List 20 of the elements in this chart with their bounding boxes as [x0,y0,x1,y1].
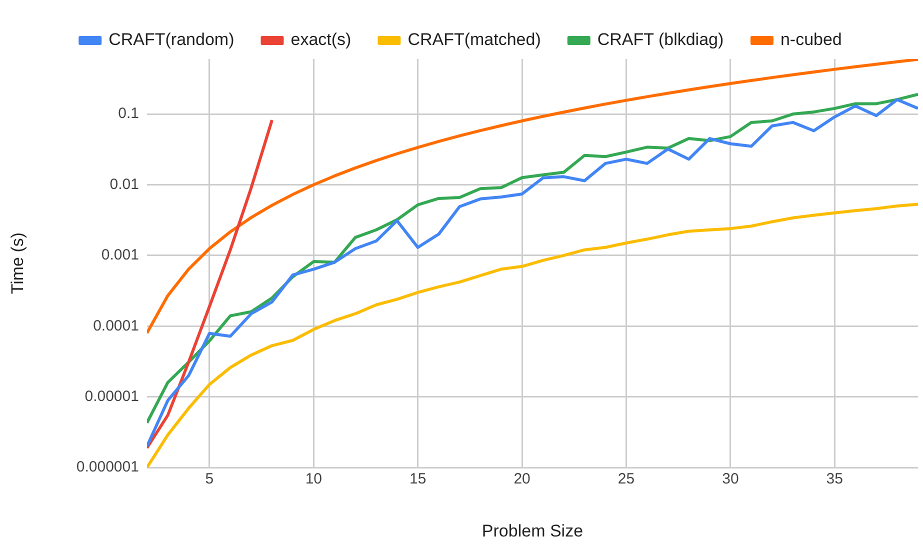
legend-label: CRAFT(random) [108,30,234,50]
x-tick-label: 35 [826,470,843,488]
y-axis-title: Time (s) [8,232,27,294]
y-tick-label: 0.0001 [93,317,139,334]
x-tick-label: 5 [205,470,214,488]
legend-label: CRAFT (blkdiag) [597,30,724,50]
legend-label: n-cubed [780,30,842,50]
y-tick-label: 0.001 [101,246,139,264]
x-tick-label: 15 [410,470,426,488]
legend-label: exact(s) [290,30,352,50]
y-tick-label: 0.00001 [84,388,139,406]
x-tick-label: 10 [305,470,322,488]
legend-label: CRAFT(matched) [408,30,541,50]
y-tick-label: 0.000001 [76,458,139,476]
y-tick-label: 0.1 [118,105,139,122]
x-axis-title: Problem Size [482,521,584,540]
y-tick-label: 0.01 [110,176,139,193]
x-tick-label: 30 [722,470,739,488]
x-tick-label: 20 [514,470,530,488]
x-tick-label: 25 [618,470,635,488]
